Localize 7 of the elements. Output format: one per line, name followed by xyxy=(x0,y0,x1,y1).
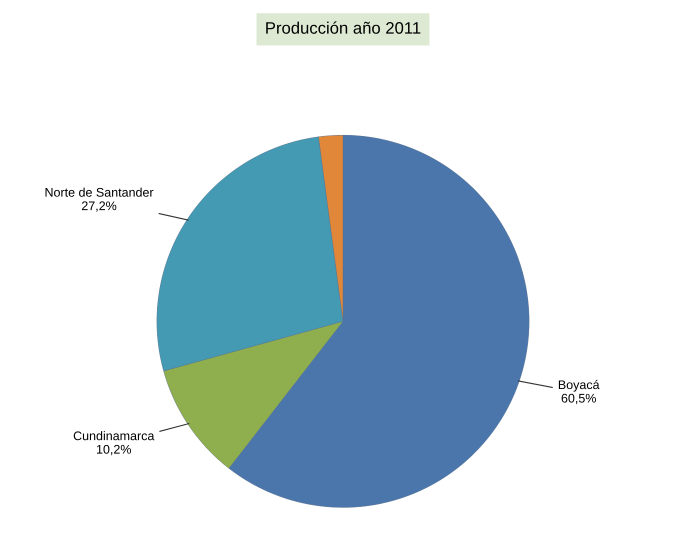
data-label: 27,2% xyxy=(82,201,116,212)
chart-title: Producción año 2011 xyxy=(266,21,420,34)
slice-label: Cundinamarca xyxy=(74,431,154,440)
data-label: 60,5% xyxy=(562,394,596,404)
data-label: 10,2% xyxy=(96,444,132,456)
slice-label: Boyacá xyxy=(558,380,600,392)
slice-label: Norte de Santander xyxy=(46,188,154,197)
